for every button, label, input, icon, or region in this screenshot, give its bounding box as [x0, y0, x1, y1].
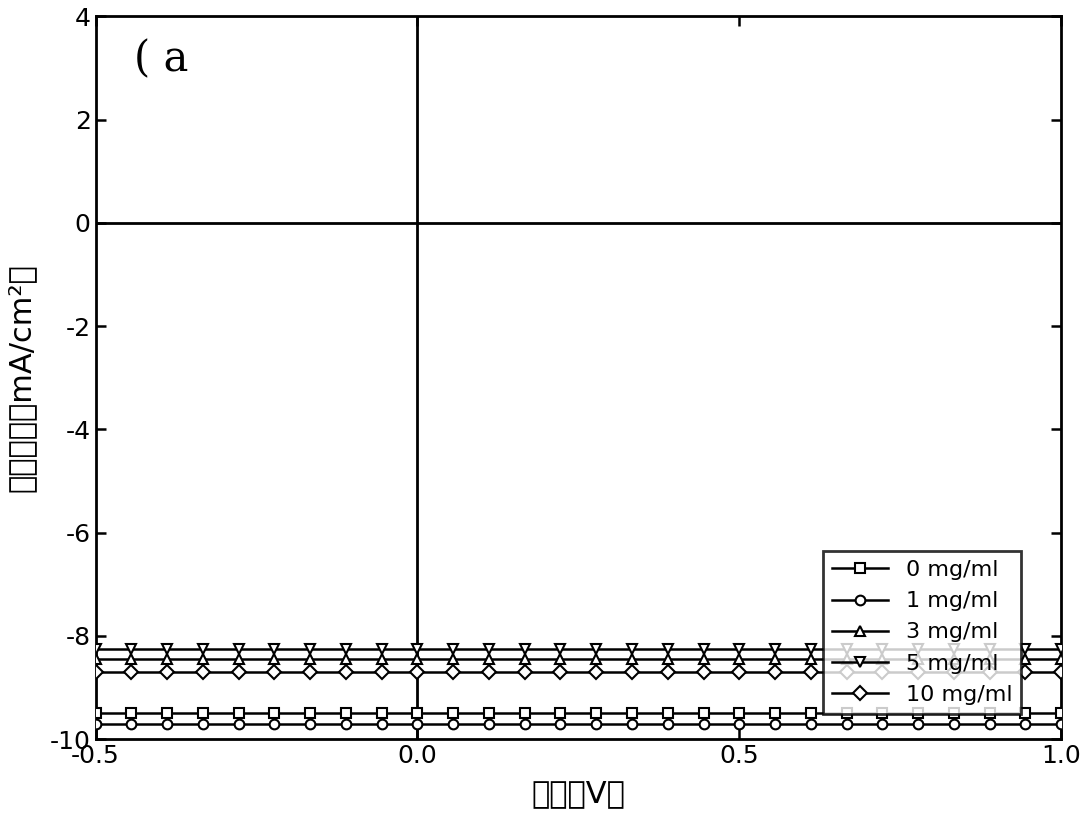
Y-axis label: 电流密度（mA/cm²）: 电流密度（mA/cm²）	[7, 263, 36, 492]
X-axis label: 电压（V）: 电压（V）	[531, 779, 626, 808]
Legend: 0 mg/ml, 1 mg/ml, 3 mg/ml, 5 mg/ml, 10 mg/ml: 0 mg/ml, 1 mg/ml, 3 mg/ml, 5 mg/ml, 10 m…	[824, 551, 1022, 713]
Text: ( a: ( a	[134, 38, 188, 80]
